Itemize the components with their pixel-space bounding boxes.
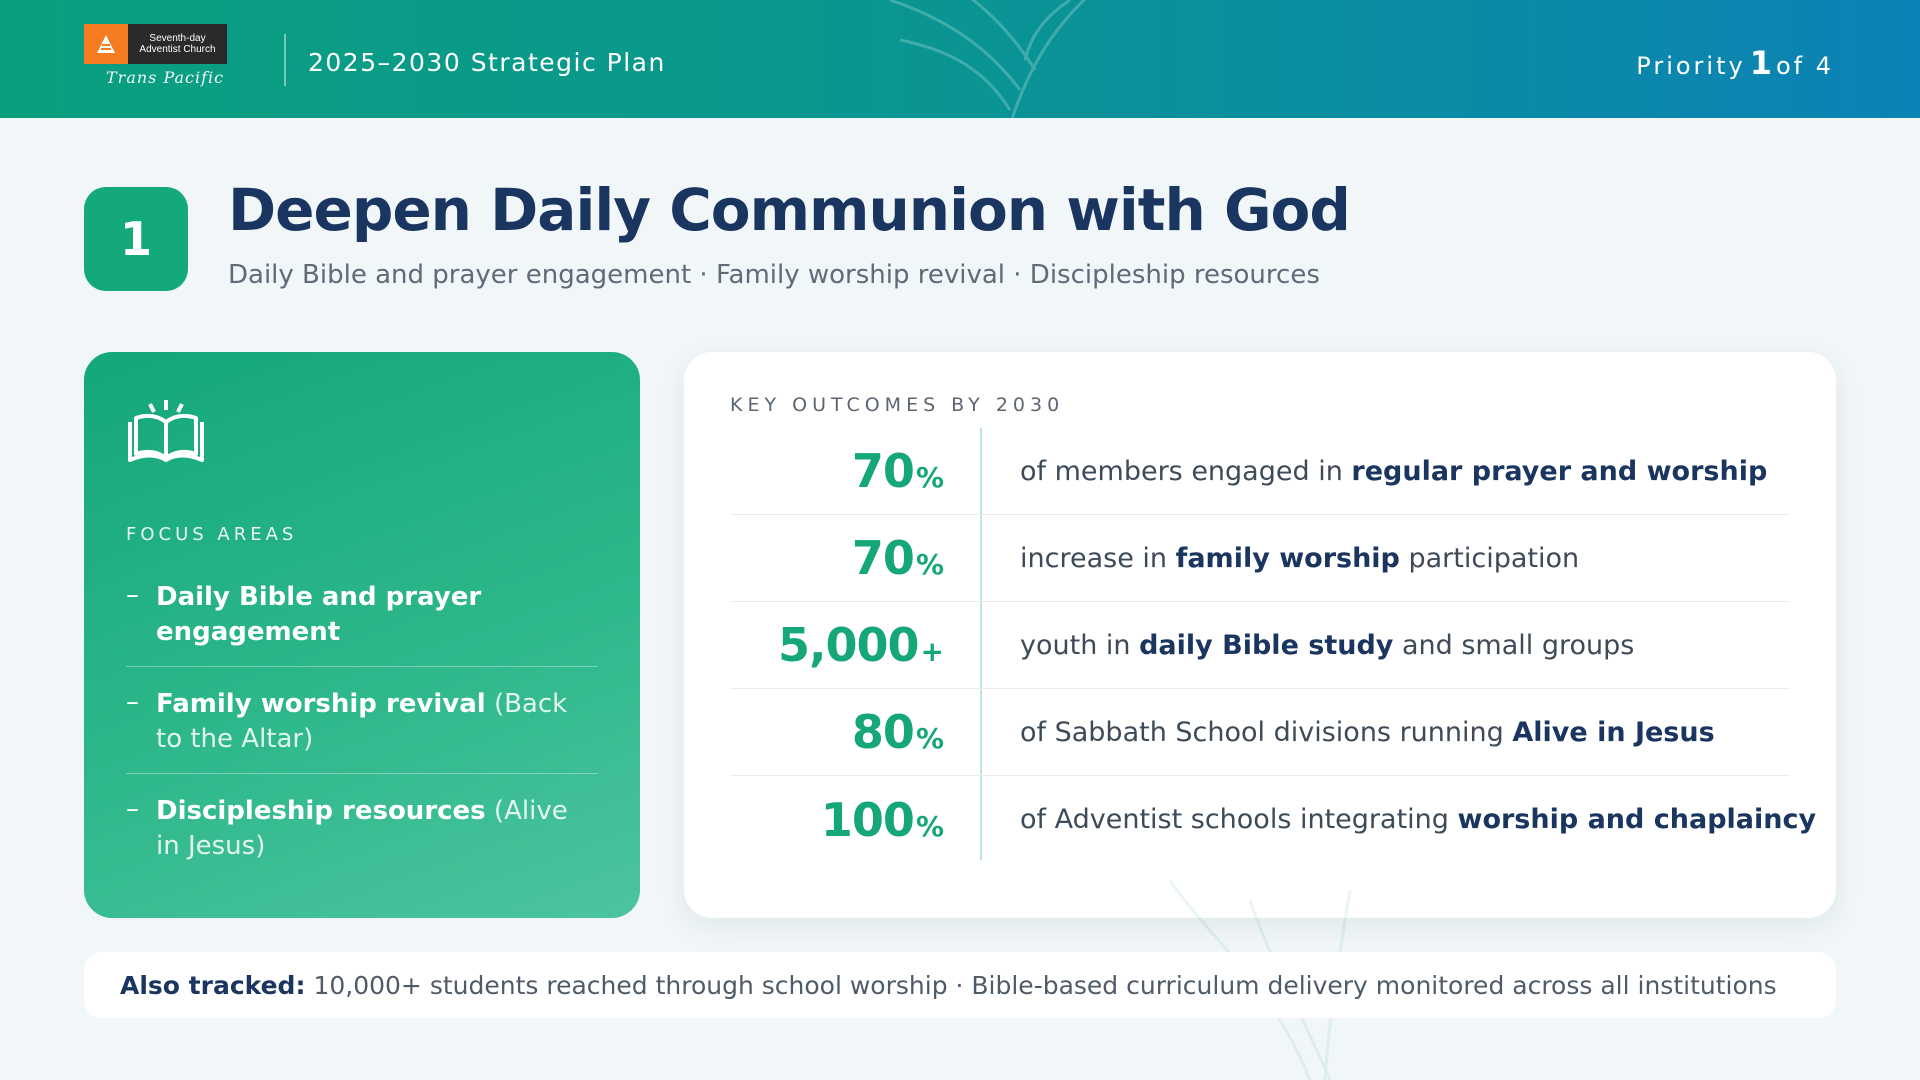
church-logo: Seventh-day Adventist Church Trans Pacif… bbox=[84, 24, 229, 96]
outcome-text-post: participation bbox=[1399, 542, 1580, 574]
outcome-text-pre: increase in bbox=[1020, 542, 1176, 574]
priority-prefix: Priority bbox=[1636, 52, 1746, 80]
outcomes-column-divider bbox=[980, 428, 982, 860]
also-tracked-label: Also tracked: bbox=[120, 970, 306, 1000]
focus-item-title: Daily Bible and prayer engagement bbox=[156, 582, 482, 647]
outcome-text-post: and small groups bbox=[1393, 629, 1635, 661]
outcome-number: 70 bbox=[851, 531, 915, 585]
logo-script-text: Trans Pacific bbox=[106, 68, 225, 87]
logo-text-line2: Adventist Church bbox=[139, 44, 216, 55]
page-title: Deepen Daily Communion with God bbox=[228, 176, 1351, 244]
also-tracked-text: 10,000+ students reached through school … bbox=[313, 970, 1777, 1000]
outcome-value: 70% bbox=[730, 531, 944, 585]
key-outcomes-card: KEY OUTCOMES BY 2030 70% of members enga… bbox=[684, 352, 1836, 918]
priority-number-badge: 1 bbox=[84, 187, 188, 291]
outcome-text-pre: youth in bbox=[1020, 629, 1140, 661]
outcome-unit: % bbox=[915, 722, 944, 755]
focus-areas-label: FOCUS AREAS bbox=[126, 524, 298, 545]
outcome-number: 70 bbox=[851, 444, 915, 498]
focus-item: – Family worship revival (Back to the Al… bbox=[126, 687, 598, 774]
outcome-value: 100% bbox=[730, 793, 944, 847]
outcome-number: 5,000 bbox=[778, 618, 920, 672]
outcome-text-highlight: regular prayer and worship bbox=[1351, 455, 1768, 487]
outcome-description: of Sabbath School divisions running Aliv… bbox=[1020, 717, 1715, 748]
focus-areas-list: – Daily Bible and prayer engagement – Fa… bbox=[126, 580, 598, 900]
focus-item-note: (Alive in Jesus) bbox=[156, 796, 568, 861]
outcome-value: 5,000+ bbox=[730, 618, 944, 672]
header-bar: Seventh-day Adventist Church Trans Pacif… bbox=[0, 0, 1920, 118]
dash-bullet-icon: – bbox=[126, 794, 139, 824]
page-subtitle: Daily Bible and prayer engagement · Fami… bbox=[228, 260, 1320, 290]
outcome-unit: % bbox=[915, 809, 944, 843]
outcome-row: 5,000+ youth in daily Bible study and sm… bbox=[730, 602, 1790, 689]
outcome-number: 100 bbox=[820, 792, 915, 847]
focus-item-title: Discipleship resources bbox=[156, 796, 486, 826]
header-divider bbox=[284, 34, 286, 86]
priority-indicator: Priority 1 of 4 bbox=[1636, 44, 1834, 82]
outcome-description: increase in family worship participation bbox=[1020, 543, 1579, 574]
outcome-text-pre: of Adventist schools integrating bbox=[1020, 804, 1458, 835]
dash-bullet-icon: – bbox=[126, 580, 139, 610]
focus-item: – Discipleship resources (Alive in Jesus… bbox=[126, 794, 598, 880]
outcome-text-pre: of members engaged in bbox=[1020, 455, 1352, 487]
outcome-row: 80% of Sabbath School divisions running … bbox=[730, 689, 1790, 776]
outcome-text-highlight: family worship bbox=[1175, 542, 1400, 574]
also-tracked-bar: Also tracked: 10,000+ students reached t… bbox=[84, 952, 1836, 1018]
outcome-description: of members engaged in regular prayer and… bbox=[1020, 456, 1767, 487]
outcome-unit: + bbox=[920, 635, 944, 668]
outcome-number: 80 bbox=[851, 705, 915, 759]
open-book-icon bbox=[128, 400, 204, 462]
focus-areas-card: FOCUS AREAS – Daily Bible and prayer eng… bbox=[84, 352, 640, 918]
outcome-unit: % bbox=[915, 548, 944, 581]
focus-item-title: Family worship revival bbox=[156, 689, 486, 719]
outcome-value: 70% bbox=[730, 444, 944, 498]
dash-bullet-icon: – bbox=[126, 687, 139, 717]
outcome-row: 70% increase in family worship participa… bbox=[730, 515, 1790, 602]
outcome-description: of Adventist schools integrating worship… bbox=[1020, 804, 1816, 835]
outcome-text-highlight: daily Bible study bbox=[1139, 629, 1394, 661]
plan-title: 2025–2030 Strategic Plan bbox=[308, 48, 666, 77]
focus-item-note: (Back to the Altar) bbox=[156, 689, 568, 754]
church-flame-icon bbox=[84, 24, 128, 64]
outcome-text-highlight: Alive in Jesus bbox=[1512, 716, 1715, 748]
outcome-text-pre: of Sabbath School divisions running bbox=[1020, 716, 1513, 748]
outcome-row: 70% of members engaged in regular prayer… bbox=[730, 428, 1790, 515]
outcome-description: youth in daily Bible study and small gro… bbox=[1020, 630, 1634, 661]
decorative-leaf-icon bbox=[889, 0, 1087, 118]
outcome-row: 100% of Adventist schools integrating wo… bbox=[730, 776, 1816, 863]
logo-text-line1: Seventh-day bbox=[149, 33, 206, 44]
outcome-unit: % bbox=[915, 461, 944, 494]
focus-item: – Daily Bible and prayer engagement bbox=[126, 580, 598, 667]
priority-number: 1 bbox=[1749, 44, 1772, 82]
key-outcomes-label: KEY OUTCOMES BY 2030 bbox=[730, 394, 1065, 416]
outcome-text-highlight: worship and chaplaincy bbox=[1457, 804, 1817, 835]
outcome-value: 80% bbox=[730, 705, 944, 759]
priority-suffix: of 4 bbox=[1775, 52, 1834, 80]
